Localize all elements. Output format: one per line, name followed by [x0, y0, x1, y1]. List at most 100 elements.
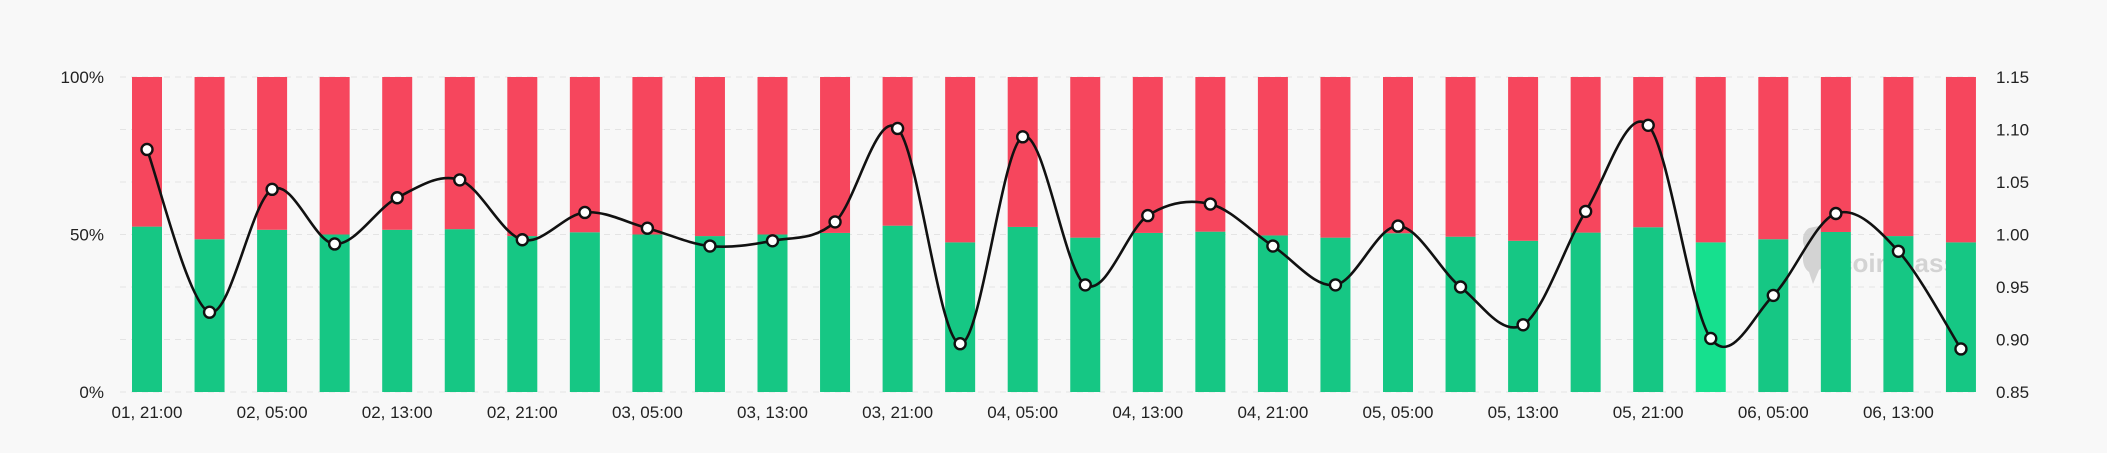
ratio-points — [140, 118, 1968, 356]
long-bar — [382, 229, 413, 392]
long-bar — [569, 232, 600, 392]
ratio-point[interactable] — [1453, 280, 1468, 294]
short-bar — [444, 77, 475, 230]
short-bar — [1257, 77, 1288, 236]
ratio-point[interactable] — [1829, 206, 1843, 221]
x-axis-tick-label: 01, 21:00 — [112, 403, 183, 422]
short-bar — [1132, 77, 1163, 233]
x-axis-tick-label: 05, 21:00 — [1613, 403, 1684, 422]
short-bar — [194, 77, 225, 240]
short-bar — [1820, 77, 1851, 232]
short-bar — [632, 77, 663, 235]
ratio-point[interactable] — [953, 337, 967, 351]
ratio-point[interactable] — [828, 215, 842, 229]
x-axis-tick-label: 04, 21:00 — [1237, 403, 1308, 422]
short-bar — [1633, 77, 1664, 228]
x-axis-tick-label: 03, 13:00 — [737, 403, 808, 422]
ratio-point[interactable] — [390, 191, 404, 205]
ratio-point[interactable] — [1391, 219, 1405, 233]
short-bar — [1007, 77, 1038, 227]
x-axis-tick-label: 03, 21:00 — [862, 403, 933, 422]
long-bar — [945, 242, 976, 392]
ratio-point[interactable] — [453, 173, 467, 187]
x-axis-tick-label: 02, 21:00 — [487, 403, 558, 422]
short-bar — [1445, 77, 1476, 237]
ratio-point[interactable] — [1641, 118, 1655, 133]
ratio-point[interactable] — [1954, 342, 1968, 356]
short-bar — [694, 77, 725, 237]
long-bar — [1445, 236, 1476, 392]
right-axis-tick-label: 1.15 — [1996, 68, 2029, 87]
long-bar — [1132, 232, 1163, 392]
long-bar — [1070, 237, 1101, 392]
long-bar — [1257, 235, 1288, 392]
right-axis-tick-label: 0.95 — [1996, 278, 2029, 297]
x-axis-tick-label: 06, 13:00 — [1863, 403, 1934, 422]
ratio-point[interactable] — [1891, 244, 1906, 259]
short-bar — [1508, 77, 1539, 241]
ratio-point[interactable] — [890, 121, 905, 136]
long-bar — [319, 234, 350, 392]
ratio-point[interactable] — [1516, 318, 1530, 332]
ratio-point[interactable] — [1203, 197, 1218, 211]
ratio-line — [145, 120, 1963, 350]
short-bar — [945, 77, 976, 243]
ratio-point[interactable] — [1016, 130, 1030, 144]
long-bar — [1195, 231, 1226, 392]
ratio-point[interactable] — [1704, 331, 1718, 346]
x-axis-tick-label: 03, 05:00 — [612, 403, 683, 422]
ratio-point[interactable] — [1766, 288, 1781, 303]
short-bar — [1758, 77, 1789, 240]
ratio-point[interactable] — [1266, 239, 1280, 253]
x-axis-tick-label: 06, 05:00 — [1738, 403, 1809, 422]
short-bar — [1070, 77, 1101, 238]
long-bar — [757, 234, 788, 392]
x-axis-tick-label: 04, 05:00 — [987, 403, 1058, 422]
right-axis-tick-label: 1.10 — [1996, 121, 2029, 140]
long-bar — [1570, 232, 1601, 392]
long-bar — [1508, 240, 1539, 392]
ratio-point[interactable] — [515, 233, 529, 247]
x-axis-tick-label: 05, 05:00 — [1363, 403, 1434, 422]
ratio-point[interactable] — [1141, 208, 1155, 223]
left-axis-tick-label: 50% — [70, 226, 104, 245]
ratio-point[interactable] — [327, 237, 342, 251]
x-axis-tick-label: 02, 13:00 — [362, 403, 433, 422]
right-axis-tick-label: 0.85 — [1996, 383, 2029, 402]
long-bar — [1633, 227, 1664, 392]
right-y-axis: 1.15 1.10 1.05 1.00 0.95 0.90 0.85 — [1996, 68, 2029, 402]
ratio-point[interactable] — [640, 221, 655, 235]
short-bar — [1883, 77, 1914, 237]
long-bar — [1945, 242, 1976, 392]
ratio-line-series — [145, 120, 1963, 350]
ratio-point[interactable] — [202, 305, 217, 319]
x-axis-tick-label: 04, 13:00 — [1112, 403, 1183, 422]
ratio-point[interactable] — [1328, 278, 1343, 292]
ratio-point[interactable] — [265, 182, 279, 197]
ratio-point[interactable] — [578, 205, 592, 220]
short-bar — [1383, 77, 1413, 234]
x-axis: 01, 21:00 02, 05:00 02, 13:00 02, 21:00 03, … — [112, 403, 1934, 422]
ratio-point[interactable] — [1078, 278, 1092, 292]
short-bar — [1945, 77, 1976, 243]
long-bar — [882, 225, 913, 392]
right-axis-tick-label: 1.00 — [1996, 226, 2029, 245]
long-bar — [820, 232, 851, 392]
ratio-point[interactable] — [140, 142, 154, 157]
short-bar — [257, 77, 288, 230]
bar-series — [132, 77, 1976, 392]
x-axis-tick-label: 02, 05:00 — [237, 403, 308, 422]
ratio-point[interactable] — [1578, 204, 1593, 219]
long-bar — [132, 226, 162, 392]
left-y-axis: 100% 50% 0% — [61, 68, 104, 402]
long-bar — [1758, 239, 1789, 392]
short-bar — [1320, 77, 1351, 238]
right-axis-tick-label: 1.05 — [1996, 173, 2029, 192]
ratio-point[interactable] — [765, 234, 780, 248]
left-axis-tick-label: 0% — [79, 383, 104, 402]
long-bar — [1320, 237, 1351, 392]
x-axis-tick-label: 05, 13:00 — [1488, 403, 1559, 422]
long-bar — [1883, 236, 1914, 392]
ratio-point[interactable] — [703, 239, 717, 253]
